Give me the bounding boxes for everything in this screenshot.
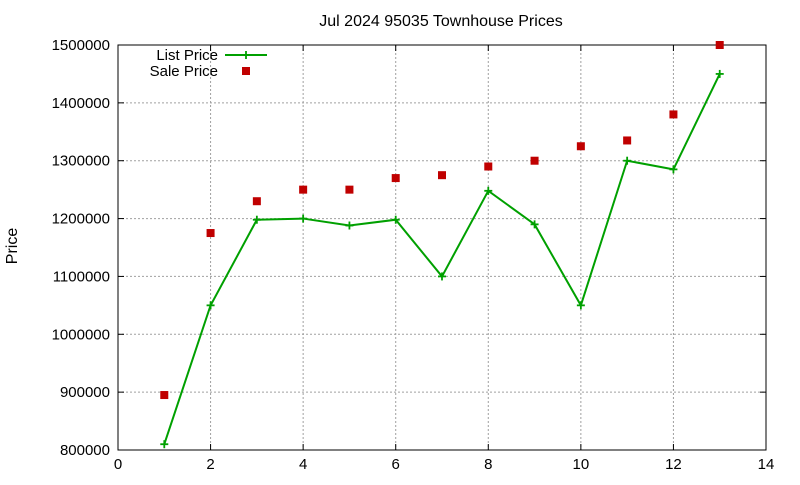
list-price-point bbox=[345, 221, 354, 230]
list-price-point bbox=[391, 215, 400, 224]
x-tick-label: 10 bbox=[573, 456, 590, 473]
list-price-point bbox=[206, 301, 215, 310]
sale-price-point bbox=[391, 174, 400, 183]
list-price-point bbox=[252, 215, 261, 224]
sale-price-point bbox=[576, 142, 585, 151]
axes bbox=[117, 44, 767, 451]
series-list-price bbox=[160, 69, 724, 449]
x-tick-label: 12 bbox=[665, 456, 682, 473]
sale-price-point bbox=[299, 185, 308, 194]
sale-price-point bbox=[484, 162, 493, 171]
sale-price-point bbox=[669, 110, 678, 119]
tick-labels: 0 2 4 6 8 10 12 14 800000 900000 1000000 1100000 120… bbox=[52, 37, 775, 473]
y-tick-label: 1400000 bbox=[52, 95, 110, 112]
list-price-point bbox=[669, 165, 678, 174]
x-tick-label: 2 bbox=[206, 456, 214, 473]
data-series bbox=[160, 41, 724, 449]
chart-title: Jul 2024 95035 Townhouse Prices bbox=[319, 13, 562, 30]
list-price-point bbox=[576, 301, 585, 310]
y-tick-label: 1300000 bbox=[52, 153, 110, 170]
list-price-point bbox=[715, 69, 724, 78]
list-price-point bbox=[438, 272, 446, 281]
x-tick-label: 6 bbox=[392, 456, 400, 473]
y-tick-label: 1500000 bbox=[52, 37, 110, 54]
legend-marker-sale-price bbox=[242, 67, 250, 75]
sale-price-point bbox=[160, 391, 169, 400]
list-price-point bbox=[160, 440, 169, 449]
grid-lines bbox=[118, 45, 766, 450]
sale-price-point bbox=[252, 197, 261, 206]
list-price-point bbox=[623, 156, 632, 165]
y-tick-label: 1000000 bbox=[52, 326, 110, 343]
plot-border bbox=[117, 44, 767, 451]
list-price-point bbox=[530, 220, 539, 229]
legend-label-sale-price: Sale Price bbox=[150, 63, 218, 80]
y-tick-label: 1200000 bbox=[52, 211, 110, 228]
x-tick-label: 8 bbox=[484, 456, 492, 473]
sale-price-point bbox=[715, 41, 724, 49]
list-price-point bbox=[299, 214, 308, 223]
sale-price-point bbox=[530, 156, 539, 165]
list-price-line bbox=[163, 73, 721, 445]
x-tick-label: 14 bbox=[758, 456, 775, 473]
sale-price-point bbox=[345, 185, 354, 194]
y-tick-label: 1100000 bbox=[53, 268, 110, 285]
legend-marker-list-price bbox=[242, 51, 250, 59]
y-tick-label: 800000 bbox=[60, 442, 110, 459]
sale-price-point bbox=[623, 136, 632, 145]
sale-price-point bbox=[438, 171, 446, 180]
legend-label-list-price: List Price bbox=[156, 47, 218, 64]
x-tick-label: 0 bbox=[114, 456, 122, 473]
x-tick-label: 4 bbox=[299, 456, 307, 473]
y-axis-label: Price bbox=[4, 228, 21, 265]
y-tick-label: 900000 bbox=[60, 384, 110, 401]
list-price-point bbox=[484, 186, 493, 195]
series-sale-price bbox=[160, 41, 724, 400]
sale-price-point bbox=[206, 229, 215, 238]
